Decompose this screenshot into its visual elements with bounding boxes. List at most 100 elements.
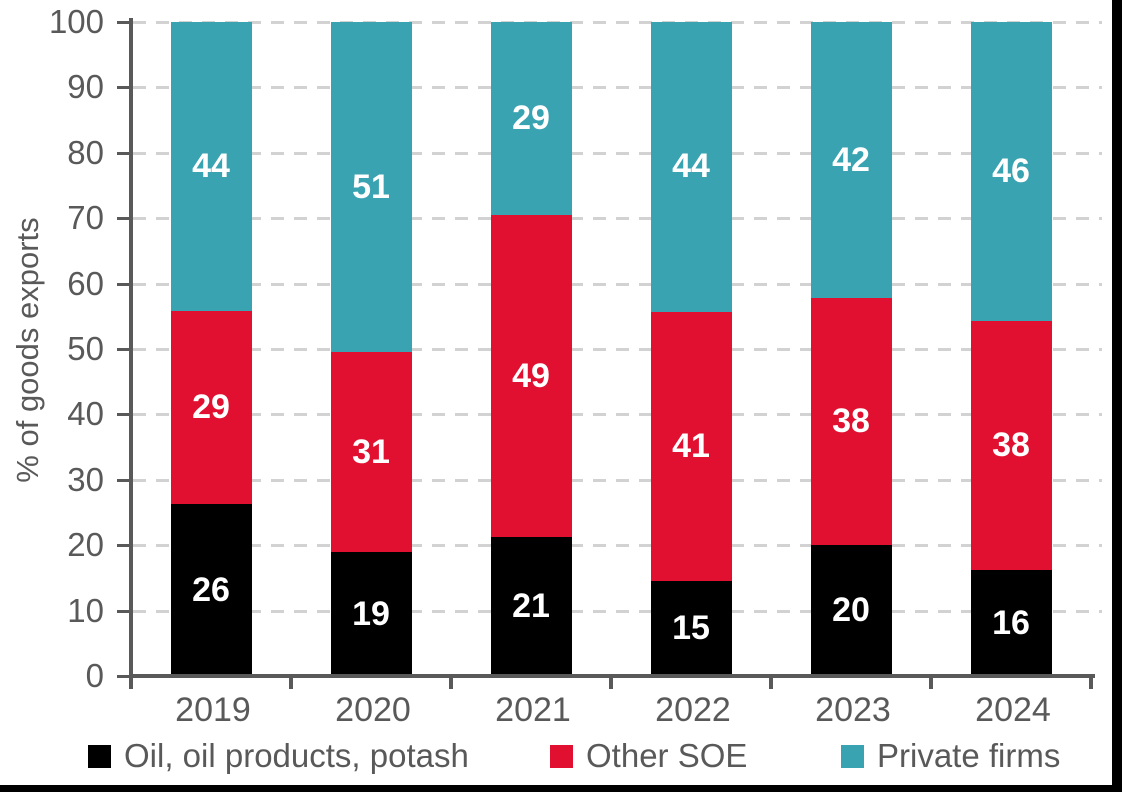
segment-2019-private-firms: 44 [170, 22, 252, 312]
gridline-40 [133, 413, 1102, 417]
legend-item-oil: Oil, oil products, potash [88, 733, 469, 779]
y-tick-mark-50 [117, 348, 130, 351]
x-axis-line [129, 674, 1095, 678]
bar-2019: 26 29 44 [170, 22, 252, 676]
segment-value-label: 29 [512, 98, 550, 137]
y-tick-mark-90 [117, 86, 130, 90]
segment-value-label: 49 [512, 356, 550, 395]
y-tick-label-0: 0 [85, 657, 104, 694]
y-tick-label-60: 60 [67, 264, 104, 302]
segment-2020-oil: 19 [330, 552, 412, 676]
segment-2022-oil: 15 [650, 581, 732, 676]
image-frame-bottom [0, 785, 1122, 792]
segment-2024-oil: 16 [970, 570, 1052, 676]
x-tick-label-2022: 2022 [655, 691, 731, 729]
y-tick-label-70: 70 [67, 199, 104, 237]
legend-swatch-private-firms-icon [841, 744, 864, 768]
segment-value-label: 16 [992, 603, 1030, 642]
segment-2019-oil: 26 [170, 504, 252, 676]
segment-value-label: 29 [192, 388, 230, 427]
segment-value-label: 51 [352, 167, 390, 206]
x-tick-label-2019: 2019 [175, 691, 251, 729]
segment-value-label: 21 [512, 587, 550, 626]
y-tick-mark-0 [117, 675, 130, 678]
segment-value-label: 26 [192, 570, 230, 609]
legend-swatch-other-soe-icon [550, 744, 573, 768]
legend-swatch-oil-icon [88, 744, 111, 768]
x-tick-label-2023: 2023 [815, 691, 891, 729]
bar-2021: 21 49 29 [490, 22, 572, 676]
segment-value-label: 44 [672, 147, 710, 186]
x-tick-mark-6 [1089, 678, 1093, 689]
x-tick-mark-3 [609, 678, 613, 689]
segment-2022-other-soe: 41 [650, 311, 732, 582]
segment-2024-other-soe: 38 [970, 320, 1052, 571]
segment-value-label: 41 [672, 426, 710, 465]
y-tick-mark-30 [117, 478, 130, 482]
segment-2019-other-soe: 29 [170, 311, 252, 504]
segment-value-label: 15 [672, 609, 710, 648]
y-tick-mark-20 [117, 544, 130, 548]
bar-2022: 15 41 44 [650, 22, 732, 676]
segment-value-label: 46 [992, 151, 1030, 190]
y-tick-label-50: 50 [67, 330, 104, 367]
gridline-80 [133, 151, 1102, 155]
segment-2021-oil: 21 [490, 537, 572, 676]
segment-2020-other-soe: 31 [330, 352, 412, 553]
y-tick-label-10: 10 [67, 591, 104, 629]
segment-value-label: 20 [832, 591, 870, 630]
legend-label-private-firms: Private firms [877, 737, 1061, 774]
legend-item-other-soe: Other SOE [550, 733, 747, 779]
x-tick-label-2024: 2024 [975, 691, 1051, 729]
y-tick-mark-80 [117, 151, 130, 155]
x-tick-mark-0 [129, 678, 133, 689]
segment-2021-private-firms: 29 [490, 22, 572, 215]
segment-2020-private-firms: 51 [330, 22, 412, 353]
y-tick-label-40: 40 [67, 395, 104, 433]
segment-2023-oil: 20 [810, 545, 892, 676]
gridline-60 [133, 282, 1102, 286]
y-axis-line [129, 18, 133, 678]
gridline-50 [133, 348, 1102, 351]
bar-2023: 20 38 42 [810, 22, 892, 676]
y-tick-mark-10 [117, 609, 130, 613]
segment-value-label: 19 [352, 594, 390, 633]
segment-value-label: 31 [352, 432, 390, 471]
x-tick-mark-2 [449, 678, 453, 689]
x-tick-mark-1 [289, 678, 293, 689]
gridline-10 [133, 609, 1102, 613]
bar-2020: 19 31 51 [330, 22, 412, 676]
segment-2024-private-firms: 46 [970, 22, 1052, 321]
gridline-70 [133, 217, 1102, 221]
x-tick-mark-5 [929, 678, 933, 689]
segment-value-label: 38 [832, 402, 870, 441]
gridline-30 [133, 478, 1102, 482]
y-tick-mark-70 [117, 217, 130, 221]
y-tick-label-80: 80 [67, 133, 104, 171]
gridline-20 [133, 544, 1102, 548]
y-tick-label-30: 30 [67, 460, 104, 498]
image-frame-right [1112, 0, 1122, 792]
legend: Oil, oil products, potash Other SOE Priv… [0, 733, 1112, 779]
y-tick-label-90: 90 [67, 68, 104, 106]
x-tick-label-2021: 2021 [495, 691, 571, 729]
segment-value-label: 44 [192, 147, 230, 186]
gridline-100 [133, 21, 1102, 24]
legend-label-other-soe: Other SOE [586, 737, 748, 774]
bar-2024: 16 38 46 [970, 22, 1052, 676]
segment-value-label: 38 [992, 425, 1030, 464]
segment-2022-private-firms: 44 [650, 22, 732, 312]
x-tick-mark-4 [769, 678, 773, 689]
y-tick-mark-60 [117, 282, 130, 286]
legend-item-private-firms: Private firms [841, 733, 1060, 779]
x-tick-label-2020: 2020 [335, 691, 411, 729]
segment-value-label: 42 [832, 140, 870, 179]
legend-label-oil: Oil, oil products, potash [124, 737, 469, 774]
segment-2021-other-soe: 49 [490, 214, 572, 538]
y-tick-label-20: 20 [67, 526, 104, 564]
y-tick-label-100: 100 [48, 3, 104, 40]
segment-2023-private-firms: 42 [810, 22, 892, 298]
y-tick-mark-40 [117, 413, 130, 417]
y-tick-mark-100 [117, 21, 130, 24]
